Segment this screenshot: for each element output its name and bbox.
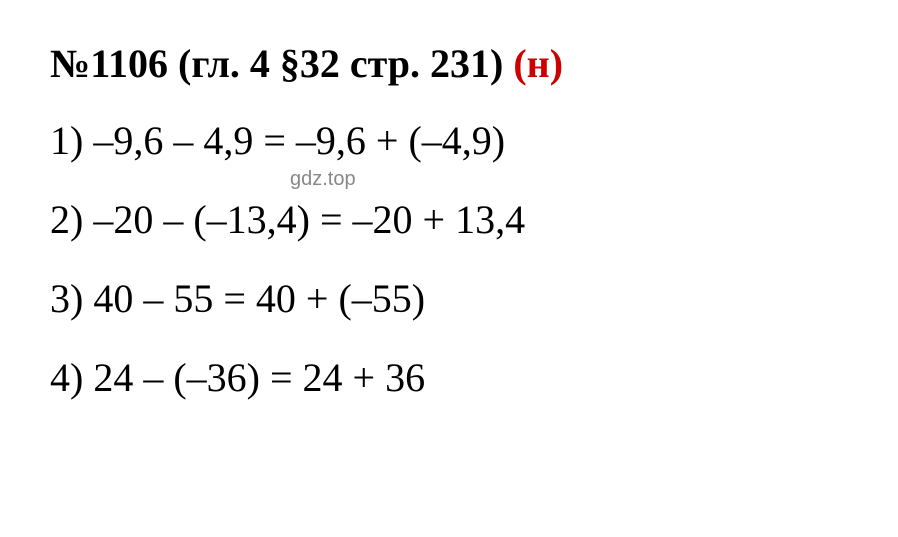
equation-expression: 40 – 55 = 40 + (–55) <box>83 276 425 321</box>
equation-number: 4) <box>50 355 83 400</box>
equation-number: 2) <box>50 197 83 242</box>
equation-row: 1) –9,6 – 4,9 = –9,6 + (–4,9) <box>50 117 848 164</box>
equation-row: 3) 40 – 55 = 40 + (–55) <box>50 275 848 322</box>
equation-row: 4) 24 – (–36) = 24 + 36 <box>50 354 848 401</box>
equation-number: 3) <box>50 276 83 321</box>
equation-row: 2) –20 – (–13,4) = –20 + 13,4 <box>50 196 848 243</box>
equation-number: 1) <box>50 118 83 163</box>
problem-number: №1106 <box>50 41 168 86</box>
watermark-text: gdz.top <box>290 168 356 191</box>
title-marker: (н) <box>513 41 563 86</box>
equation-expression: –20 – (–13,4) = –20 + 13,4 <box>83 197 525 242</box>
problem-title: №1106 (гл. 4 §32 стр. 231) (н) <box>50 40 848 87</box>
equation-expression: 24 – (–36) = 24 + 36 <box>83 355 425 400</box>
equation-expression: –9,6 – 4,9 = –9,6 + (–4,9) <box>83 118 505 163</box>
chapter-info: (гл. 4 §32 стр. 231) <box>168 41 513 86</box>
